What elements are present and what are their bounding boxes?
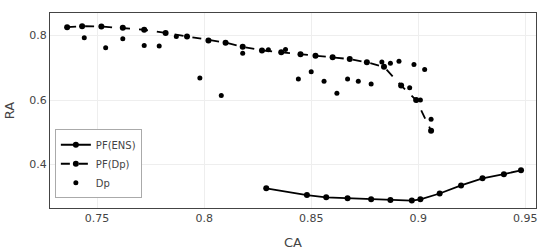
svg-text:PF(ENS): PF(ENS) xyxy=(96,140,136,151)
svg-text:0.6: 0.6 xyxy=(29,94,47,107)
svg-text:PF(Dp): PF(Dp) xyxy=(96,159,130,170)
svg-text:RA: RA xyxy=(2,102,17,120)
svg-text:CA: CA xyxy=(284,235,302,250)
svg-text:0.75: 0.75 xyxy=(85,212,110,225)
svg-text:0.8: 0.8 xyxy=(29,29,47,42)
svg-text:0.8: 0.8 xyxy=(195,212,213,225)
svg-text:0.85: 0.85 xyxy=(299,212,324,225)
svg-text:Dp: Dp xyxy=(96,178,110,189)
svg-text:0.9: 0.9 xyxy=(410,212,428,225)
svg-text:0.95: 0.95 xyxy=(513,212,538,225)
svg-text:0.4: 0.4 xyxy=(29,158,47,171)
